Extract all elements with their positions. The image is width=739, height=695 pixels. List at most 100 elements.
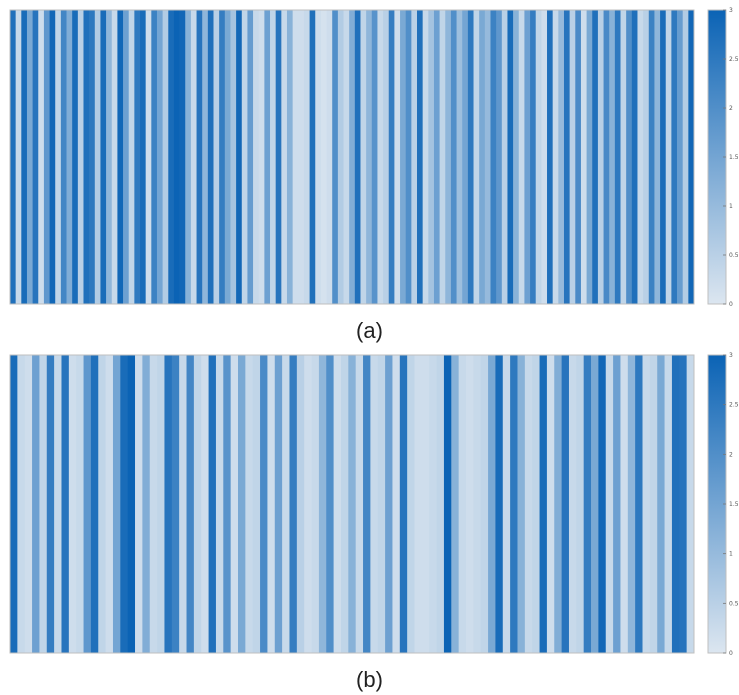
colorbar-tick-label: 2.5 (729, 56, 739, 63)
heatmap-cell (264, 10, 271, 304)
heatmap-cell (55, 10, 62, 304)
heatmap-cell (642, 355, 651, 653)
heatmap-cell (156, 10, 163, 304)
heatmap-cell (473, 355, 482, 653)
heatmap-cell (490, 10, 497, 304)
heatmap-cell (597, 10, 604, 304)
heatmap-cell (450, 10, 457, 304)
heatmap-cell (320, 10, 327, 304)
colorbar-tick-label: 3 (729, 352, 733, 359)
colorbar-tick-label: 1 (729, 551, 733, 558)
heatmap-cell (315, 10, 322, 304)
heatmap-cell (688, 10, 695, 304)
heatmap-cell (151, 10, 158, 304)
heatmap-cell (480, 355, 489, 653)
heatmap-cell (112, 355, 121, 653)
heatmap-cell (392, 355, 401, 653)
heatmap-cell (635, 355, 643, 653)
heatmap-cell (309, 10, 316, 304)
heatmap-cell (304, 355, 312, 653)
heatmap-cell (532, 355, 540, 653)
heatmap-cell (247, 10, 254, 304)
heatmap-cell (524, 10, 531, 304)
heatmap-cell (149, 355, 158, 653)
heatmap-cell (223, 355, 231, 653)
heatmap-cell (236, 10, 243, 304)
heatmap-cell (605, 355, 614, 653)
heatmap-cell (275, 10, 282, 304)
heatmap-cell (83, 10, 90, 304)
caption-a: (a) (356, 318, 383, 343)
heatmap-cell (496, 10, 503, 304)
heatmap-cell (643, 10, 650, 304)
heatmap-cell (631, 10, 638, 304)
heatmap-cell (106, 10, 113, 304)
heatmap-cell (39, 355, 48, 653)
colorbar-tick-label: 3 (729, 7, 733, 14)
heatmap-cell (517, 355, 526, 653)
heatmap-cell (89, 10, 96, 304)
heatmap-cell (185, 10, 192, 304)
colorbar-tick-label: 0.5 (729, 252, 739, 259)
heatmap-cell (179, 10, 186, 304)
heatmap-cell (664, 355, 673, 653)
heatmap-cell (46, 355, 55, 653)
heatmap-cell (286, 10, 293, 304)
heatmap-panel-b: 0 0.5 1 1.5 2 2.5 3 (b) (0, 345, 739, 695)
colorbar-tick-label: 2.5 (729, 402, 739, 409)
heatmap-cell (26, 10, 33, 304)
heatmap-cell (495, 355, 504, 653)
colorbar-tick-label: 2 (729, 451, 733, 458)
heatmap-cell (654, 10, 661, 304)
heatmap-cell (292, 10, 299, 304)
heatmap-cell (620, 355, 629, 653)
heatmap-cell (539, 355, 548, 653)
heatmap-cell (318, 355, 327, 653)
heatmap-cell (21, 10, 28, 304)
heatmap-cell (614, 10, 621, 304)
heatmap-cell (613, 355, 621, 653)
heatmap-cell (54, 355, 62, 653)
heatmap-cell (377, 10, 384, 304)
heatmap-cell (98, 355, 106, 653)
heatmap-cell (649, 355, 658, 653)
heatmap-cell (49, 10, 56, 304)
heatmap-cell (439, 10, 446, 304)
heatmap-cell (193, 355, 202, 653)
heatmap-cell (547, 10, 554, 304)
heatmap-b: 0 0.5 1 1.5 2 2.5 3 (9, 352, 739, 657)
heatmap-cell (282, 355, 290, 653)
heatmap-cell (451, 355, 459, 653)
heatmap-cell (429, 355, 437, 653)
colorbar-tick-label: 0 (729, 650, 733, 657)
heatmap-cell (558, 10, 565, 304)
heatmap-cell (215, 355, 224, 653)
heatmap-cell (554, 355, 562, 653)
heatmap-cell (238, 355, 246, 653)
heatmap-cell (157, 355, 165, 653)
heatmap-cell (117, 10, 124, 304)
heatmap-cell (326, 355, 334, 653)
heatmap-cell (518, 10, 525, 304)
heatmap-cell (258, 10, 265, 304)
heatmap-cell (411, 10, 418, 304)
heatmap-cell (260, 355, 268, 653)
heatmap-cell (100, 10, 107, 304)
heatmap-cell (592, 10, 599, 304)
heatmap-cell (363, 355, 371, 653)
heatmap-cell (179, 355, 187, 653)
heatmap-cell (140, 10, 147, 304)
heatmap-cell (120, 355, 129, 653)
heatmap-cell (190, 10, 197, 304)
heatmap-cell (682, 10, 689, 304)
heatmap-cell (127, 355, 136, 653)
heatmap-cell (575, 10, 582, 304)
heatmap-cell (502, 355, 511, 653)
caption-b: (b) (356, 667, 383, 692)
heatmap-cell (340, 355, 349, 653)
heatmap-cell (230, 10, 237, 304)
heatmap-cell (462, 10, 469, 304)
heatmap-cell (168, 10, 175, 304)
heatmap-cell (17, 355, 26, 653)
heatmap-cell (620, 10, 627, 304)
